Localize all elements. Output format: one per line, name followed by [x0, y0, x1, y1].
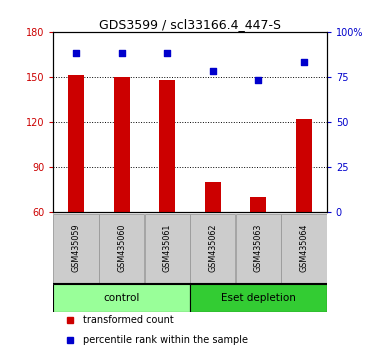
Text: GSM435059: GSM435059	[71, 223, 81, 272]
Bar	[296, 119, 312, 212]
Title: GDS3599 / scl33166.4_447-S: GDS3599 / scl33166.4_447-S	[99, 18, 281, 31]
Bar	[99, 214, 144, 283]
Text: GSM435060: GSM435060	[117, 223, 126, 272]
Bar	[190, 214, 236, 283]
Text: GSM435061: GSM435061	[163, 223, 172, 272]
Text: Eset depletion: Eset depletion	[221, 293, 296, 303]
Text: GSM435062: GSM435062	[208, 223, 217, 272]
Text: control: control	[103, 293, 140, 303]
Bar	[144, 214, 190, 283]
Point	[255, 78, 261, 83]
Text: transformed count: transformed count	[83, 315, 174, 325]
Text: GSM435063: GSM435063	[254, 223, 263, 272]
Bar	[205, 182, 221, 212]
Text: percentile rank within the sample: percentile rank within the sample	[83, 335, 248, 345]
Bar	[190, 284, 327, 312]
Text: GSM435064: GSM435064	[299, 223, 309, 272]
Point	[164, 51, 170, 56]
Bar	[53, 284, 190, 312]
Bar	[114, 77, 130, 212]
Bar	[159, 80, 175, 212]
Point	[73, 51, 79, 56]
Bar	[281, 214, 327, 283]
Bar	[53, 214, 99, 283]
Bar	[236, 214, 281, 283]
Point	[301, 59, 307, 65]
Bar	[250, 197, 266, 212]
Bar	[68, 75, 84, 212]
Point	[119, 51, 125, 56]
Point	[210, 69, 216, 74]
